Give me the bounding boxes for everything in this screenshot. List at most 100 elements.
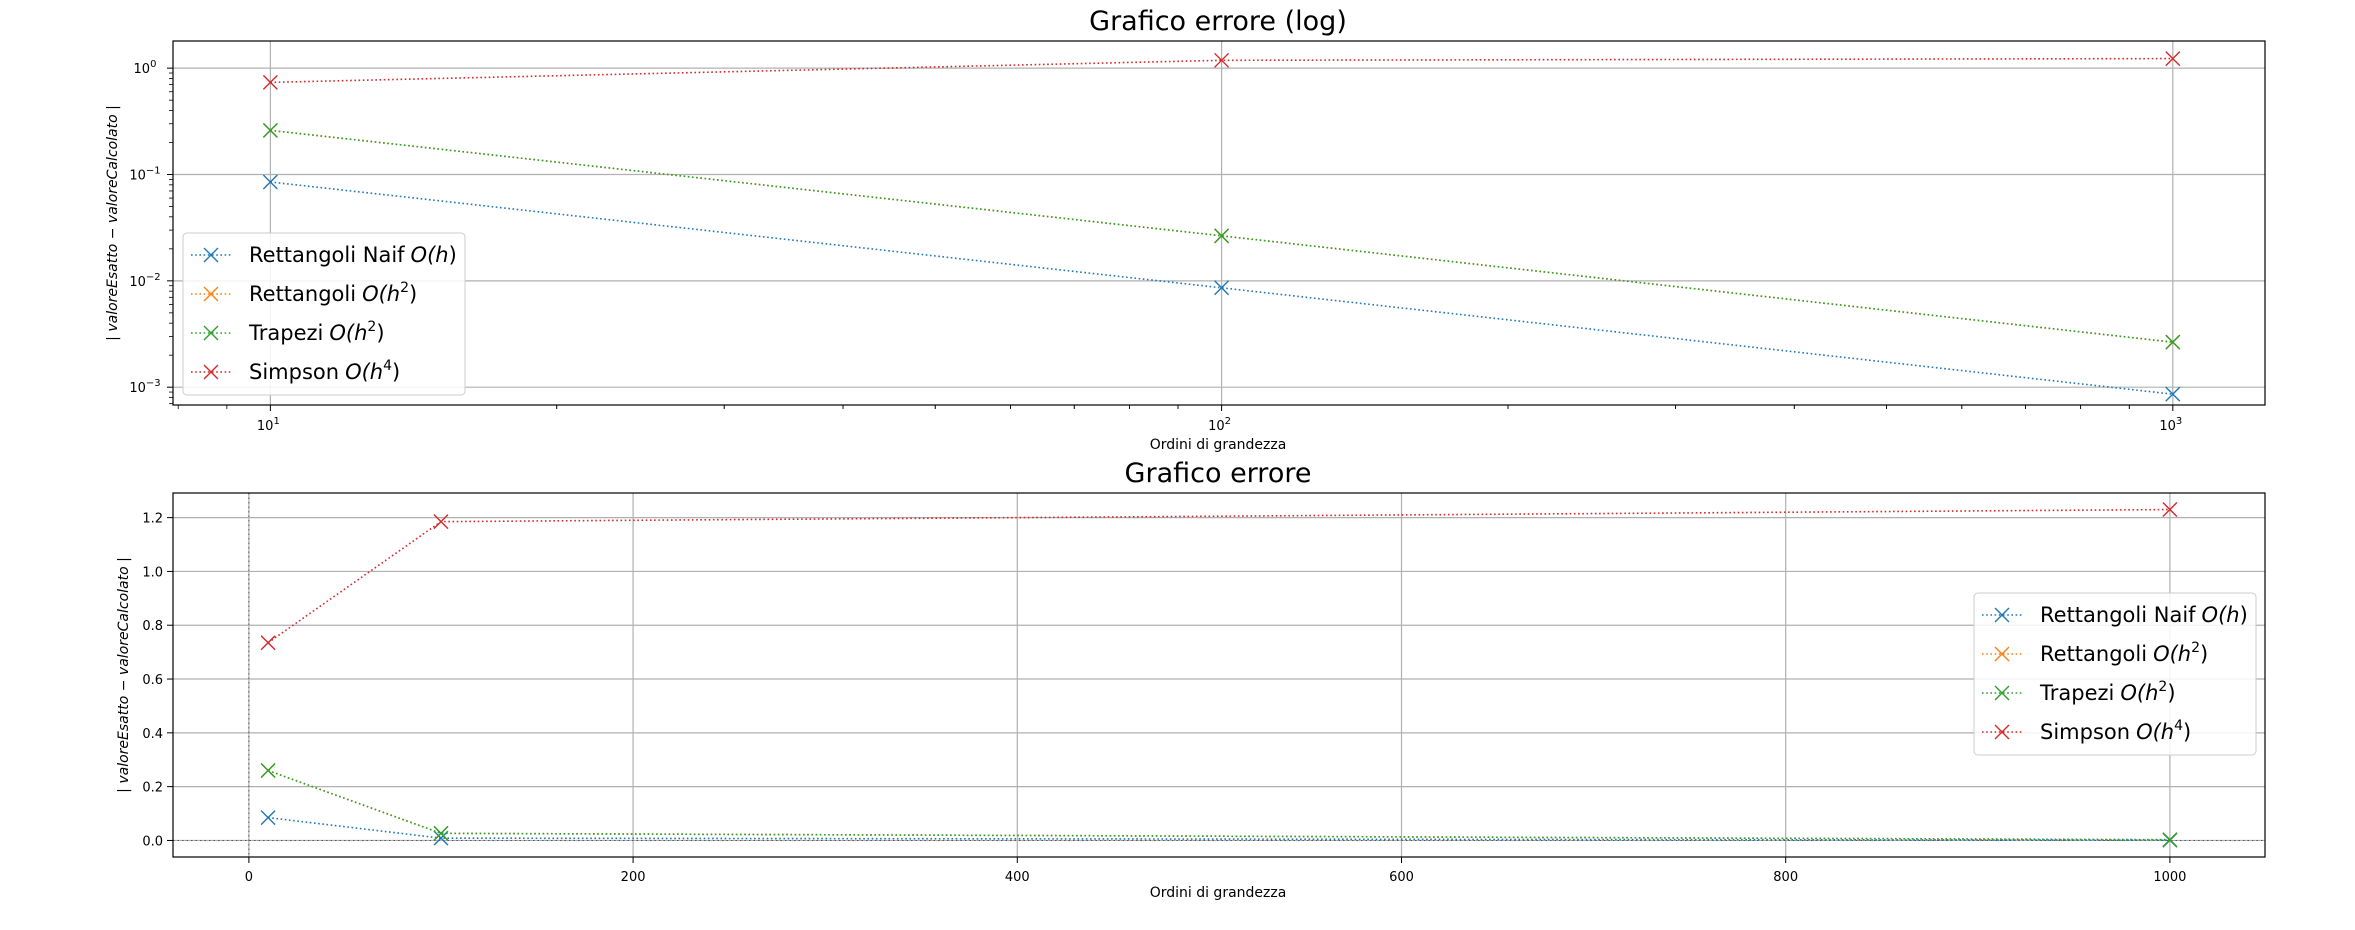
legend-order-var: h (387, 282, 400, 306)
x-tick-base: 10 (257, 419, 274, 434)
legend-close-paren: ) (376, 321, 384, 345)
legend-big-o: O( (2120, 681, 2146, 705)
x-tick-label: 800 (1773, 870, 1798, 885)
legend-series-name: Trapezi (248, 321, 323, 345)
legend-entry: Simpson O(h4) (1982, 718, 2191, 744)
legend-box (182, 232, 466, 396)
data-point-marker (260, 635, 276, 651)
y-tick-label: 0.0 (142, 834, 163, 849)
legend-marker (1994, 646, 2010, 662)
x-tick-exponent: 3 (2176, 416, 2182, 427)
data-point-marker (262, 122, 278, 138)
legend-box (1973, 592, 2257, 756)
y-tick-exponent: −1 (146, 165, 161, 176)
series-3 (262, 51, 2181, 90)
y-tick-label: 10−3 (129, 378, 160, 396)
y-tick-label: 100 (134, 59, 157, 77)
x-tick-label: 400 (1005, 870, 1030, 885)
legend-close-paren: ) (2167, 681, 2175, 705)
y-tick-base: 10 (129, 381, 146, 396)
x-tick-label: 101 (257, 416, 280, 434)
legend-order-var: h (2178, 642, 2191, 666)
legend-order-exponent: 4 (383, 358, 392, 374)
data-point-marker (433, 830, 449, 846)
legend-order-var: h (370, 360, 383, 384)
legend-label: Rettangoli O(h2) (249, 280, 417, 306)
legend-label: Rettangoli O(h2) (2040, 640, 2208, 666)
x-tick-label: 0 (245, 870, 253, 885)
legend-order-var: h (2145, 681, 2158, 705)
y-tick-base: 10 (129, 168, 146, 183)
legend-order-exponent: 2 (400, 280, 409, 296)
chart-log-xlabel: Ordini di grandezza (1150, 437, 1287, 453)
y-tick-base: 10 (129, 275, 146, 290)
x-tick-exponent: 2 (1225, 416, 1231, 427)
chart-linear-xlabel: Ordini di grandezza (1150, 885, 1287, 901)
series-0 (262, 174, 2181, 402)
legend-label: Rettangoli Naif O(h) (249, 243, 457, 267)
legend-big-o: O( (2202, 603, 2228, 627)
legend-marker (1994, 724, 2010, 740)
chart-linear-ylabel: | valoreEsatto − valoreCalcolato | (116, 557, 132, 793)
legend-order-var: h (2226, 603, 2239, 627)
chart-linear-title: Grafico errore (1125, 458, 1312, 489)
y-tick-label: 0.8 (142, 619, 163, 634)
chart-log-title: Grafico errore (log) (1089, 6, 1347, 37)
y-tick-base: 10 (134, 62, 151, 77)
legend-order-exponent: 4 (2174, 718, 2183, 734)
legend-series-name: Rettangoli Naif (249, 243, 405, 267)
chart-linear: Grafico errore 0 200 400 600 800 1000 0.0 0.2 0.… (116, 458, 2266, 901)
legend-big-o: O( (362, 282, 388, 306)
legend-entry: Rettangoli Naif O(h) (191, 243, 457, 267)
legend-big-o: O( (2136, 720, 2162, 744)
legend-series-name: Rettangoli Naif (2040, 603, 2196, 627)
data-point-marker (2165, 334, 2181, 350)
legend-series-name: Rettangoli (2040, 642, 2147, 666)
data-point-marker (2165, 51, 2181, 67)
legend-big-o: O( (345, 360, 371, 384)
legend-big-o: O( (329, 321, 355, 345)
legend-label: Trapezi O(h2) (2039, 679, 2176, 705)
chart-log-legend: Rettangoli Naif O(h)Rettangoli O(h2)Trapez… (182, 232, 466, 396)
series-line (267, 769, 2170, 841)
legend-label: Trapezi O(h2) (248, 319, 385, 345)
data-point-marker (1214, 280, 1230, 296)
y-tick-exponent: −2 (146, 272, 161, 283)
chart-log: Grafico errore (log) 101 102 10310−310−210… (105, 6, 2266, 453)
chart-linear-plot-area: 0 200 400 600 800 1000 0.0 0.2 0.4 0.6 0.8 1.0 1.2 (142, 492, 2266, 885)
axes-frame (172, 492, 2266, 858)
legend-big-o: O( (411, 243, 437, 267)
data-point-marker (260, 763, 276, 779)
legend-order-var: h (2161, 720, 2174, 744)
data-point-marker (2162, 832, 2178, 848)
legend-order-exponent: 2 (2191, 640, 2200, 656)
y-tick-label: 0.4 (142, 727, 163, 742)
legend-big-o: O( (2153, 642, 2179, 666)
legend-series-name: Simpson (249, 360, 339, 384)
x-tick-base: 10 (2159, 419, 2176, 434)
y-tick-label: 1.2 (142, 512, 163, 527)
legend-series-name: Trapezi (2039, 681, 2114, 705)
x-tick-label: 600 (1389, 870, 1414, 885)
axes-frame (172, 40, 2266, 406)
legend-marker (203, 325, 219, 341)
y-tick-label: 1.0 (142, 565, 163, 580)
data-point-marker (2162, 502, 2178, 518)
legend-entry: Rettangoli O(h2) (1982, 640, 2208, 666)
chart-linear-legend: Rettangoli Naif O(h)Rettangoli O(h2)Trapez… (1973, 592, 2257, 756)
x-tick-label: 103 (2159, 416, 2182, 434)
data-point-marker (1214, 52, 1230, 68)
legend-order-var: h (354, 321, 367, 345)
legend-close-paren: ) (449, 243, 457, 267)
data-point-marker (433, 514, 449, 530)
legend-marker (1994, 685, 2010, 701)
legend-label: Rettangoli Naif O(h) (2040, 603, 2248, 627)
y-tick-label: 10−2 (129, 272, 160, 290)
y-tick-label: 0.6 (142, 673, 163, 688)
legend-series-name: Rettangoli (249, 282, 356, 306)
legend-close-paren: ) (2200, 642, 2208, 666)
y-tick-label: 0.2 (142, 781, 163, 796)
x-tick-label: 200 (621, 870, 646, 885)
